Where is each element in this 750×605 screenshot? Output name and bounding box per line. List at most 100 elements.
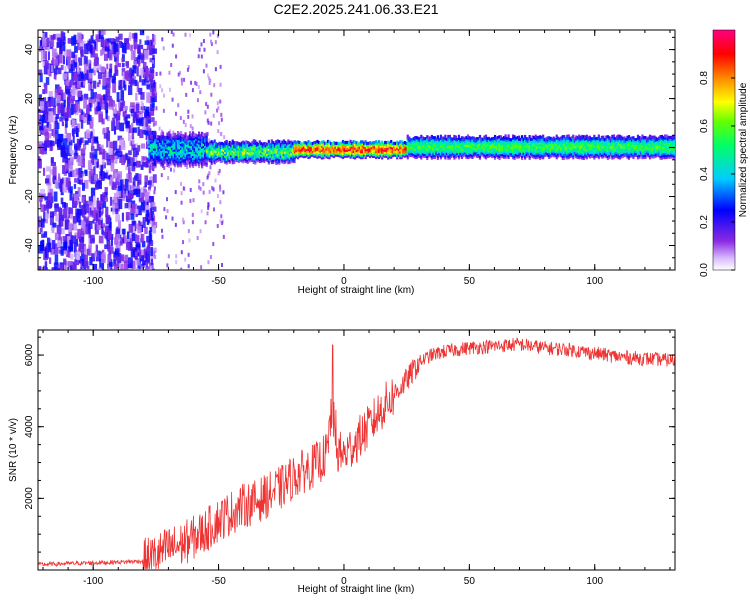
heat-cell <box>56 95 61 104</box>
heat-cell <box>151 147 154 152</box>
heat-cell <box>87 135 91 143</box>
heat-cell <box>405 147 408 151</box>
heat-cell <box>567 146 570 150</box>
heat-cell <box>430 136 433 141</box>
heat-cell <box>537 145 540 149</box>
heat-cell <box>198 156 201 161</box>
heat-cell <box>218 146 221 150</box>
heat-cell <box>363 151 366 155</box>
heat-cell <box>40 51 46 61</box>
heat-cell <box>498 145 501 149</box>
heat-cell <box>248 145 251 149</box>
heat-cell <box>560 146 563 150</box>
heat-cell <box>481 145 485 149</box>
heat-cell <box>518 143 521 147</box>
heat-cell <box>352 142 355 146</box>
heat-cell <box>388 155 391 159</box>
heat-cell <box>578 146 581 150</box>
heat-cell <box>492 144 495 148</box>
heat-cell <box>296 142 300 146</box>
heat-cell <box>96 82 100 88</box>
heat-cell <box>326 141 330 146</box>
heat-cell <box>169 153 172 157</box>
heat-cell <box>418 137 421 141</box>
heat-cell <box>167 164 171 168</box>
heat-cell <box>502 149 506 153</box>
heat-cell <box>421 144 424 148</box>
heat-cell <box>409 147 412 152</box>
heat-cell <box>349 143 352 147</box>
heat-cell <box>187 156 190 161</box>
heat-cell <box>322 156 325 160</box>
heat-cell <box>325 147 328 151</box>
heat-cell <box>602 137 605 141</box>
heat-cell <box>581 148 584 152</box>
heat-cell <box>214 178 217 183</box>
heat-cell <box>624 149 628 153</box>
heat-cell <box>539 135 542 139</box>
heat-cell <box>566 146 569 150</box>
heat-cell <box>278 149 281 154</box>
heat-cell <box>337 153 340 158</box>
heat-cell <box>346 152 349 156</box>
heat-cell <box>403 150 406 154</box>
heat-cell <box>202 162 205 166</box>
heat-cell <box>496 145 500 149</box>
heat-cell <box>319 153 322 157</box>
heat-cell <box>459 141 462 146</box>
heat-cell <box>471 148 474 152</box>
heat-cell <box>573 149 576 153</box>
heat-cell <box>161 133 165 137</box>
heat-cell <box>119 254 124 262</box>
heat-cell <box>623 142 626 146</box>
heat-cell <box>566 138 569 142</box>
heat-cell <box>153 190 156 195</box>
heat-cell <box>430 148 433 152</box>
heat-cell <box>338 144 342 148</box>
heat-cell <box>483 147 486 151</box>
heat-cell <box>185 92 188 97</box>
heat-cell <box>617 144 620 148</box>
heat-cell <box>149 87 152 92</box>
heat-cell <box>182 240 185 245</box>
heat-cell <box>561 148 564 153</box>
heat-cell <box>154 165 157 169</box>
heat-cell <box>563 146 566 151</box>
heat-cell <box>124 254 129 263</box>
heat-cell <box>118 151 123 157</box>
heat-cell <box>69 99 74 104</box>
heat-cell <box>225 151 228 155</box>
heat-cell <box>301 154 304 158</box>
heat-cell <box>537 147 540 151</box>
heat-cell <box>596 154 599 158</box>
heat-cell <box>123 111 127 121</box>
heat-cell <box>155 146 159 150</box>
heat-cell <box>441 144 444 148</box>
heat-cell <box>555 150 558 154</box>
heat-cell <box>196 146 199 150</box>
heat-cell <box>206 175 209 180</box>
heat-cell <box>588 145 591 149</box>
heat-cell <box>522 137 525 142</box>
heat-cell <box>38 94 42 101</box>
heat-cell <box>539 152 542 157</box>
heat-cell <box>516 143 519 147</box>
heat-cell <box>218 155 221 160</box>
heat-cell <box>484 136 488 140</box>
heat-cell <box>360 142 363 146</box>
heat-cell <box>128 150 132 156</box>
heat-cell <box>151 159 154 163</box>
heat-cell <box>555 140 558 144</box>
heat-cell <box>187 64 190 69</box>
heat-cell <box>201 137 204 141</box>
heat-cell <box>54 89 58 99</box>
heat-cell <box>584 145 587 149</box>
heat-cell <box>593 156 596 160</box>
heat-cell <box>320 144 324 148</box>
heat-cell <box>273 152 276 156</box>
heat-cell <box>426 137 429 141</box>
heat-cell <box>357 150 360 154</box>
heat-cell <box>217 129 220 134</box>
heat-cell <box>344 140 348 145</box>
heat-cell <box>290 144 293 148</box>
